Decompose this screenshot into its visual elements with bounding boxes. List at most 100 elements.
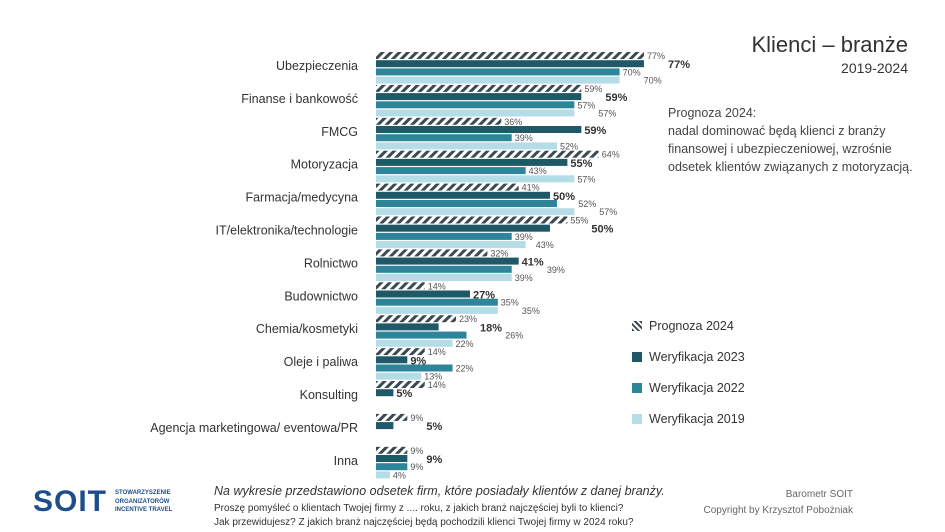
- chart-title: Klienci – branże: [751, 32, 908, 57]
- bar: [376, 167, 526, 175]
- value-label: 57%: [577, 174, 595, 184]
- bar: [376, 282, 425, 290]
- category-label: Ubezpieczenia: [276, 59, 358, 73]
- legend-item: Weryfikacja 2019: [632, 403, 745, 434]
- value-label: 22%: [456, 364, 474, 374]
- value-label: 39%: [547, 265, 565, 275]
- legend-item: Weryfikacja 2023: [632, 341, 745, 372]
- bar: [376, 232, 512, 240]
- value-label: 36%: [504, 117, 522, 127]
- value-label: 23%: [459, 314, 477, 324]
- value-label: 59%: [584, 84, 602, 94]
- value-label: 14%: [428, 380, 446, 390]
- credit-line: Barometr SOIT: [785, 489, 853, 500]
- value-label: 35%: [522, 306, 540, 316]
- legend-swatch: [632, 382, 642, 393]
- bar: [376, 117, 502, 125]
- bar: [376, 109, 575, 117]
- bar: [376, 323, 439, 331]
- legend-item: Prognoza 2024: [632, 310, 745, 341]
- bar: [376, 306, 498, 314]
- value-label: 18%: [480, 322, 502, 334]
- forecast-note: Prognoza 2024: nadal dominować będą klie…: [668, 104, 938, 176]
- survey-question: Proszę pomyśleć o klientach Twojej firmy…: [214, 502, 633, 530]
- bar: [376, 257, 519, 265]
- bar: [376, 446, 408, 454]
- category-label: Farmacja/medycyna: [245, 191, 358, 205]
- value-label: 52%: [578, 199, 596, 209]
- value-label: 9%: [410, 413, 423, 423]
- bar: [376, 76, 620, 84]
- value-label: 59%: [605, 92, 627, 104]
- note-line: finansowej i ubezpieczeniowej, wzrośnie: [668, 142, 892, 156]
- legend-swatch: [632, 413, 642, 424]
- bar: [376, 216, 568, 224]
- bar: [376, 126, 582, 133]
- legend-swatch: [632, 351, 642, 362]
- bar: [376, 175, 575, 183]
- logo-line: INCENTIVE TRAVEL: [115, 507, 173, 514]
- chart-caption: Na wykresie przedstawiono odsetek firm, …: [214, 484, 665, 498]
- value-label: 9%: [426, 454, 442, 466]
- bar: [376, 455, 408, 462]
- category-label: Agencja marketingowa/ eventowa/PR: [150, 421, 358, 435]
- value-label: 70%: [644, 76, 662, 86]
- soit-logo: SOIT STOWARZYSZENIE ORGANIZATORÓW INCENT…: [33, 485, 172, 519]
- category-label: Chemia/kosmetyki: [256, 322, 358, 336]
- category-label: Konsulting: [300, 388, 358, 402]
- bar: [376, 183, 519, 191]
- value-label: 39%: [515, 232, 533, 242]
- value-label: 55%: [570, 158, 592, 170]
- value-label: 77%: [668, 59, 690, 71]
- value-label: 43%: [529, 166, 547, 176]
- category-label: Motoryzacja: [291, 158, 358, 172]
- legend-label: Weryfikacja 2019: [649, 411, 745, 426]
- logo-line: STOWARZYSZENIE: [115, 490, 171, 497]
- logo-line: ORGANIZATORÓW: [115, 498, 170, 505]
- category-label: Inna: [334, 454, 358, 468]
- bar: [376, 68, 620, 76]
- bar: [376, 372, 422, 380]
- bar: [376, 52, 644, 59]
- bar: [376, 191, 550, 199]
- value-label: 4%: [393, 470, 406, 480]
- legend-label: Prognoza 2024: [649, 318, 734, 333]
- note-line: Prognoza 2024:: [668, 106, 757, 120]
- category-label: Budownictwo: [284, 289, 358, 303]
- bar: [376, 389, 394, 397]
- bar: [376, 101, 575, 109]
- logo-text: STOWARZYSZENIE ORGANIZATORÓW INCENTIVE T…: [115, 489, 172, 515]
- value-label: 50%: [553, 191, 575, 203]
- chart-subtitle: 2019-2024: [841, 60, 908, 76]
- logo-mark: SOIT: [33, 485, 108, 518]
- credit-line: Copyright by Krzysztof Pobożniak: [703, 505, 853, 516]
- value-label: 9%: [410, 355, 426, 367]
- bar: [376, 348, 425, 356]
- bar: [376, 200, 557, 207]
- bar: [376, 422, 394, 430]
- value-label: 26%: [505, 331, 523, 341]
- value-label: 70%: [623, 67, 641, 77]
- bar: [376, 331, 467, 339]
- bar: [376, 150, 599, 158]
- bar: [376, 134, 512, 142]
- bar: [376, 315, 457, 323]
- question-line: Proszę pomyśleć o klientach Twojej firmy…: [214, 503, 624, 514]
- value-label: 39%: [515, 133, 533, 143]
- legend-label: Weryfikacja 2022: [649, 380, 745, 395]
- bar: [376, 381, 425, 388]
- bar: [376, 265, 512, 273]
- value-label: 14%: [428, 281, 446, 291]
- bar: [376, 339, 453, 347]
- bar: [376, 208, 575, 216]
- bar: [376, 471, 390, 479]
- bar: [376, 84, 582, 92]
- bar: [376, 290, 470, 298]
- bar: [376, 274, 512, 281]
- category-label: Oleje i paliwa: [284, 355, 358, 369]
- value-label: 9%: [410, 462, 423, 472]
- value-label: 55%: [570, 216, 588, 226]
- bar: [376, 158, 568, 166]
- value-label: 59%: [584, 125, 606, 137]
